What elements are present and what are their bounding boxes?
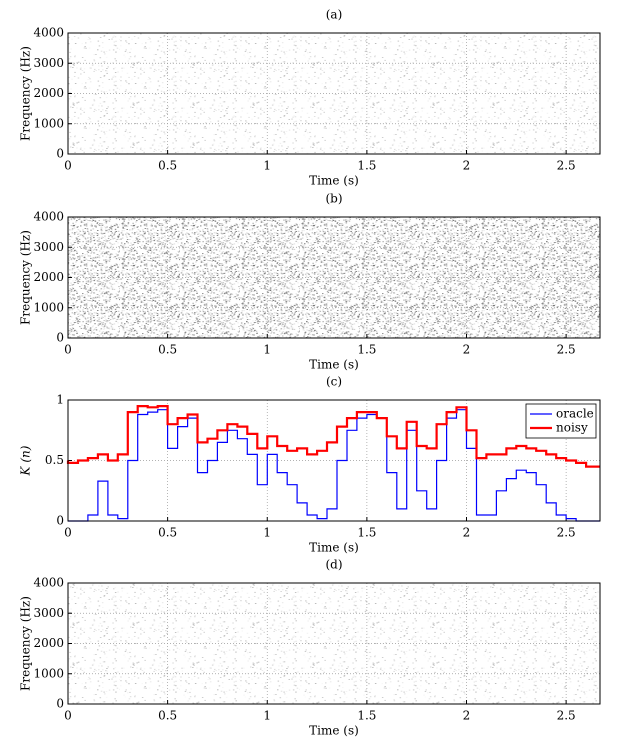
y-tick-label: 3000 — [33, 240, 64, 254]
axes-frame — [67, 216, 601, 339]
legend-box — [525, 403, 597, 439]
y-axis-label: K (n) — [19, 445, 33, 476]
x-tick-label: 1 — [263, 159, 271, 173]
y-tick-label: 3000 — [33, 606, 64, 620]
x-tick-label: 1.5 — [357, 343, 376, 357]
y-tick-label: 1000 — [33, 300, 64, 314]
x-tick-label: 0 — [64, 343, 72, 357]
y-tick-label: 1000 — [33, 116, 64, 130]
x-tick-label: 0.5 — [158, 526, 177, 540]
x-tick-label: 0 — [64, 709, 72, 723]
x-tick-label: 1.5 — [357, 159, 376, 173]
y-tick-label: 0 — [56, 514, 64, 528]
x-tick-label: 2.5 — [557, 526, 576, 540]
series-line — [66, 405, 600, 468]
x-tick-label: 1 — [263, 343, 271, 357]
x-axis-label: Time (s) — [309, 174, 359, 188]
x-tick-label: 1 — [263, 709, 271, 723]
y-axis-label: Frequency (Hz) — [19, 46, 33, 141]
y-tick-label: 4000 — [33, 576, 64, 590]
panel-title: (b) — [325, 192, 342, 206]
x-tick-label: 2 — [463, 159, 471, 173]
x-axis-label: Time (s) — [309, 724, 359, 738]
x-tick-label: 2.5 — [557, 343, 576, 357]
panel-title: (d) — [325, 558, 342, 572]
x-tick-label: 2 — [463, 343, 471, 357]
x-tick-label: 1.5 — [357, 709, 376, 723]
y-tick-label: 0.5 — [45, 453, 64, 467]
axes-frame — [67, 399, 601, 522]
y-tick-label: 4000 — [33, 210, 64, 224]
spectrogram-image — [68, 33, 600, 154]
y-tick-label: 0 — [56, 147, 64, 161]
x-axis-label: Time (s) — [309, 358, 359, 372]
x-tick-label: 0 — [64, 526, 72, 540]
x-tick-label: 2 — [463, 709, 471, 723]
x-tick-label: 0 — [64, 159, 72, 173]
x-tick-label: 2.5 — [557, 159, 576, 173]
x-tick-label: 0.5 — [158, 343, 177, 357]
y-tick-label: 2000 — [33, 270, 64, 284]
y-tick-label: 2000 — [33, 636, 64, 650]
x-axis-label: Time (s) — [309, 541, 359, 555]
x-tick-label: 1 — [263, 526, 271, 540]
x-tick-label: 2.5 — [557, 709, 576, 723]
x-tick-label: 0.5 — [158, 159, 177, 173]
y-axis-label: Frequency (Hz) — [19, 596, 33, 691]
legend-label: oracle — [556, 407, 594, 421]
y-tick-label: 0 — [56, 331, 64, 345]
y-tick-label: 2000 — [33, 86, 64, 100]
y-axis-label: Frequency (Hz) — [19, 230, 33, 325]
series-line — [68, 409, 600, 522]
x-tick-label: 0.5 — [158, 709, 177, 723]
spectrogram-image — [68, 583, 600, 704]
y-tick-label: 3000 — [33, 56, 64, 70]
axes-frame — [67, 32, 601, 155]
x-tick-label: 2 — [463, 526, 471, 540]
legend-label: noisy — [556, 421, 588, 435]
y-tick-label: 0 — [56, 697, 64, 711]
y-tick-label: 1000 — [33, 666, 64, 680]
panel-title: (a) — [326, 8, 343, 22]
spectrogram-image — [68, 217, 600, 338]
axes-frame — [67, 582, 601, 705]
panel-title: (c) — [326, 375, 342, 389]
x-tick-label: 1.5 — [357, 526, 376, 540]
y-tick-label: 4000 — [33, 26, 64, 40]
y-tick-label: 1 — [56, 393, 64, 407]
